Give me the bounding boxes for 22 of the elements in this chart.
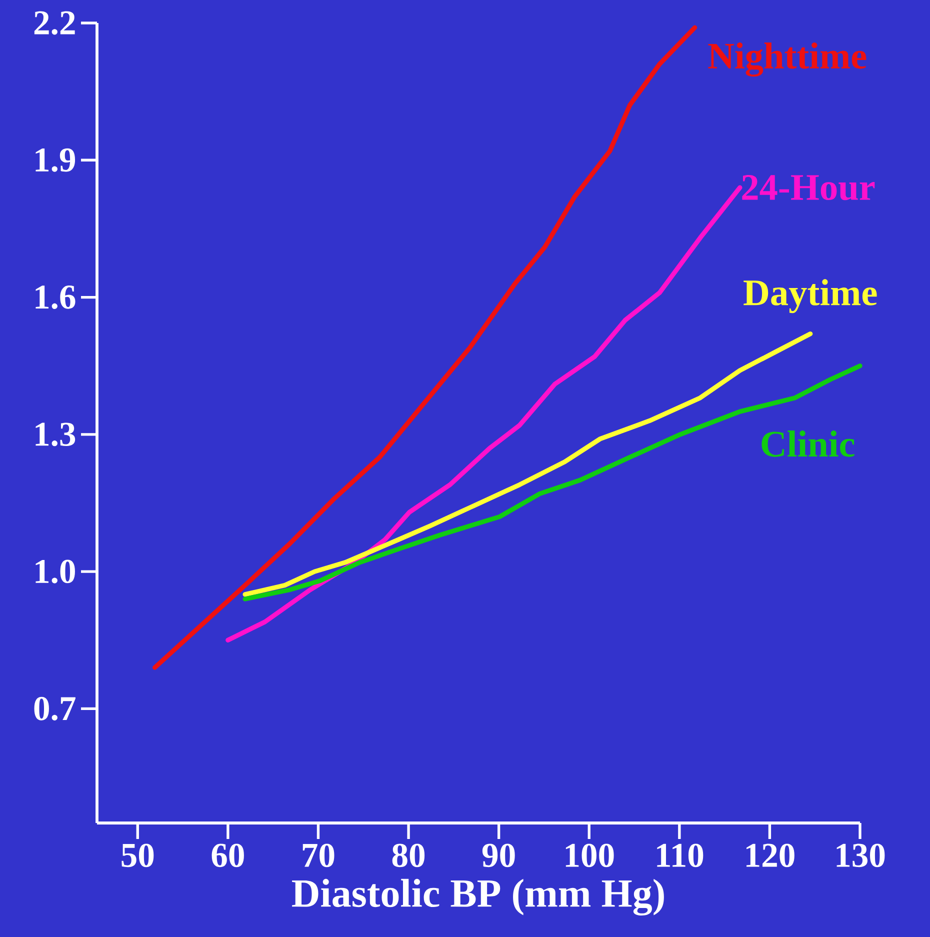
x-tick-label: 130 — [836, 844, 885, 868]
y-tick-label: 0.7 — [34, 696, 76, 720]
line-series — [242, 364, 862, 602]
series-label: 24-Hour — [742, 174, 875, 200]
y-tick-label: 1.0 — [36, 560, 75, 584]
x-tick-label: 90 — [482, 844, 515, 868]
x-tick-label: 120 — [746, 844, 794, 868]
x-tick-label: 100 — [566, 844, 614, 868]
y-tick-label: 2.2 — [34, 11, 75, 35]
x-tick-label: 60 — [212, 844, 244, 868]
y-tick-label: 1.6 — [36, 286, 76, 309]
x-axis-title: Diastolic BP (mm Hg) — [292, 878, 664, 916]
series-label: Clinic — [762, 430, 854, 457]
x-tick-label: 70 — [302, 844, 334, 868]
series-label: Nighttime — [708, 42, 866, 77]
y-tick-label: 1.3 — [36, 422, 76, 446]
x-tick-label: 50 — [122, 844, 154, 868]
x-tick-label: 80 — [392, 844, 425, 868]
series-label: Daytime — [744, 279, 877, 314]
y-tick-label: 1.9 — [36, 148, 76, 172]
x-tick-label: 110 — [657, 844, 704, 868]
line-series — [226, 185, 742, 642]
